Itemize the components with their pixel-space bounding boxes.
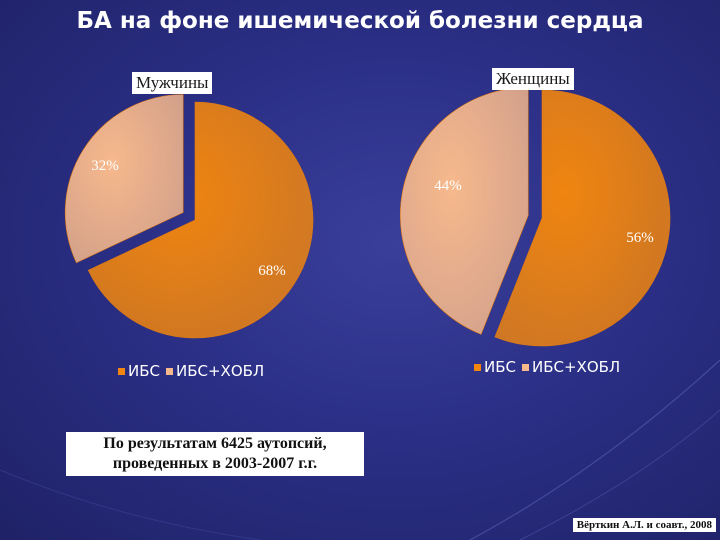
legend-item-ibs-hobl: ИБС+ХОБЛ (166, 362, 264, 380)
pie-chart-women: 56% 44% Женщины ИБС ИБС+ХОБЛ (360, 0, 720, 400)
legend-swatch-ibs (474, 363, 481, 371)
pie-chart-men: 68% 32% Мужчины ИБС ИБС+ХОБЛ (0, 0, 360, 400)
data-label-ibs-hobl: 44% (434, 178, 462, 194)
legend-swatch-ibs-hobl (166, 367, 173, 375)
legend-men: ИБС ИБС+ХОБЛ (118, 362, 264, 380)
slide-title: БА на фоне ишемической болезни сердца (76, 8, 644, 34)
data-label-ibs: 68% (258, 263, 286, 279)
pie-slice-ibs (87, 101, 314, 339)
pie-svg-women: 56% 44% (400, 87, 671, 347)
legend-women: ИБС ИБС+ХОБЛ (474, 358, 620, 376)
pie-svg-men: 68% 32% (64, 94, 314, 339)
chart-title-women: Женщины (492, 68, 574, 90)
legend-item-ibs: ИБС (118, 362, 160, 380)
legend-swatch-ibs-hobl (522, 363, 529, 371)
legend-item-ibs-hobl: ИБС+ХОБЛ (522, 358, 620, 376)
chart-title-men: Мужчины (132, 72, 213, 94)
note-line-2: проведенных в 2003-2007 г.г. (112, 455, 318, 472)
legend-item-ibs: ИБС (474, 358, 516, 376)
pie-slice-ibs-hobl (400, 87, 529, 335)
source-citation: Вёрткин А.Л. и соавт., 2008 (572, 518, 716, 532)
legend-label-ibs-hobl: ИБС+ХОБЛ (176, 362, 265, 380)
pie-slice-ibs-hobl (64, 94, 184, 264)
legend-label-ibs: ИБС (484, 358, 516, 376)
data-label-ibs-hobl: 32% (91, 158, 119, 174)
legend-label-ibs-hobl: ИБС+ХОБЛ (532, 358, 621, 376)
note-line-1: По результатам 6425 аутопсий, (103, 435, 327, 452)
legend-swatch-ibs (118, 367, 125, 375)
legend-label-ibs: ИБС (128, 362, 160, 380)
data-label-ibs: 56% (626, 230, 654, 246)
pie-slice-ibs (494, 89, 671, 347)
autopsy-note: По результатам 6425 аутопсий, проведенны… (66, 432, 364, 476)
